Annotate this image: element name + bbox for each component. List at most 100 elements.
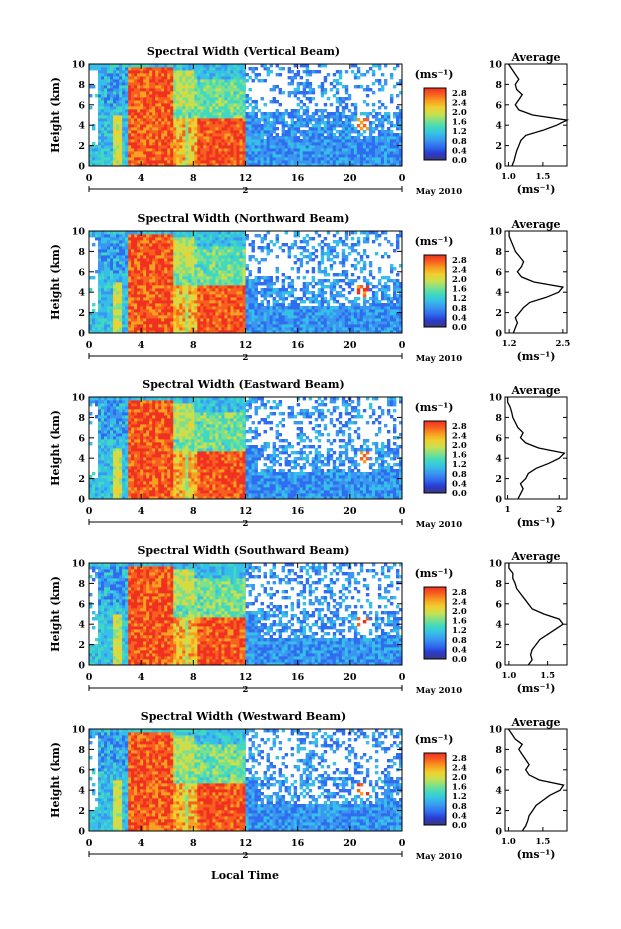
heatmap-cell	[290, 79, 295, 83]
heatmap-cell	[245, 100, 249, 104]
heatmap-cell	[152, 288, 156, 292]
heatmap-cell	[167, 136, 171, 140]
heatmap-cell	[338, 151, 343, 155]
heatmap-cell	[152, 85, 156, 89]
heatmap-cell	[200, 258, 204, 262]
heatmap-cell	[248, 67, 252, 71]
heatmap-cell	[329, 157, 334, 161]
heatmap-cell	[332, 142, 337, 146]
heatmap-cell	[275, 255, 280, 259]
heatmap-cell	[200, 76, 204, 80]
heatmap-cell	[179, 64, 183, 68]
heatmap-cell	[224, 109, 228, 113]
heatmap-cell	[158, 76, 162, 80]
heatmap-cell	[326, 127, 331, 131]
heatmap-cell	[134, 270, 138, 274]
heatmap-cell	[170, 255, 174, 259]
heatmap-cell	[185, 237, 189, 241]
heatmap-cell	[125, 64, 129, 68]
heatmap-cell	[131, 276, 135, 280]
heatmap-cell	[134, 130, 138, 134]
heatmap-cell	[173, 261, 177, 265]
heatmap-cell	[305, 154, 310, 158]
heatmap-cell	[149, 270, 153, 274]
heatmap-cell	[209, 315, 213, 319]
heatmap-cell	[149, 273, 153, 277]
heatmap-cell	[221, 151, 225, 155]
heatmap-cell	[236, 73, 240, 77]
heatmap-cell	[152, 306, 156, 310]
heatmap-cell	[188, 82, 192, 86]
heatmap-cell	[188, 276, 192, 280]
heatmap-cell	[272, 130, 276, 134]
heatmap-cell	[254, 330, 258, 334]
heatmap-cell	[122, 64, 126, 68]
heatmap-cell	[350, 136, 355, 140]
heatmap-cell	[155, 100, 159, 104]
heatmap-cell	[230, 103, 234, 107]
heatmap-cell	[323, 148, 328, 152]
heatmap-cell	[275, 160, 280, 164]
heatmap-cell	[107, 130, 111, 134]
heatmap-cell	[233, 303, 237, 307]
heatmap-cell	[194, 106, 198, 110]
heatmap-cell	[203, 318, 207, 322]
heatmap-cell	[167, 279, 171, 283]
heatmap-cell	[152, 124, 156, 128]
heatmap-cell	[359, 121, 364, 125]
heatmap-cell	[218, 130, 222, 134]
heatmap-cell	[134, 309, 138, 313]
heatmap-cell	[368, 130, 373, 134]
heatmap-cell	[113, 79, 117, 83]
heatmap-cell	[239, 91, 243, 95]
heatmap-cell	[284, 136, 289, 140]
heatmap-cell	[89, 148, 93, 152]
heatmap-cell	[152, 82, 156, 86]
heatmap-cell	[143, 315, 147, 319]
heatmap-cell	[260, 324, 264, 328]
heatmap-cell	[146, 112, 150, 116]
heatmap-cell	[206, 163, 210, 167]
heatmap-cell	[296, 160, 301, 164]
heatmap-cell	[95, 160, 99, 164]
heatmap-cell	[302, 124, 307, 128]
heatmap-cell	[275, 267, 280, 271]
heatmap-cell	[242, 258, 246, 262]
heatmap-cell	[167, 270, 171, 274]
heatmap-cell	[194, 231, 198, 235]
heatmap-cell	[233, 288, 237, 292]
heatmap-cell	[182, 234, 186, 238]
heatmap-cell	[245, 237, 249, 241]
heatmap-cell	[251, 127, 255, 131]
heatmap-cell	[191, 115, 195, 119]
heatmap-cell	[248, 294, 252, 298]
heatmap-cell	[134, 246, 138, 250]
heatmap-cell	[314, 109, 319, 113]
heatmap-cell	[116, 303, 120, 307]
heatmap-cell	[296, 231, 301, 235]
heatmap-cell	[320, 133, 325, 137]
heatmap-cell	[131, 127, 135, 131]
heatmap-cell	[239, 270, 243, 274]
heatmap-cell	[230, 151, 234, 155]
heatmap-cell	[182, 76, 186, 80]
heatmap-cell	[254, 306, 258, 310]
heatmap-cell	[398, 79, 403, 83]
heatmap-cell	[122, 270, 126, 274]
heatmap-cell	[110, 312, 114, 316]
heatmap-cell	[395, 151, 400, 155]
heatmap-cell	[101, 324, 105, 328]
heatmap-cell	[296, 124, 301, 128]
heatmap-cell	[131, 97, 135, 101]
heatmap-cell	[146, 157, 150, 161]
heatmap-cell	[305, 67, 310, 71]
heatmap-cell	[386, 142, 391, 146]
heatmap-cell	[281, 306, 286, 310]
heatmap-cell	[146, 279, 150, 283]
heatmap-cell	[227, 285, 231, 289]
heatmap-cell	[188, 154, 192, 158]
heatmap-cell	[305, 255, 310, 259]
heatmap-cell	[125, 115, 129, 119]
heatmap-cell	[101, 103, 105, 107]
heatmap-cell	[107, 85, 111, 89]
